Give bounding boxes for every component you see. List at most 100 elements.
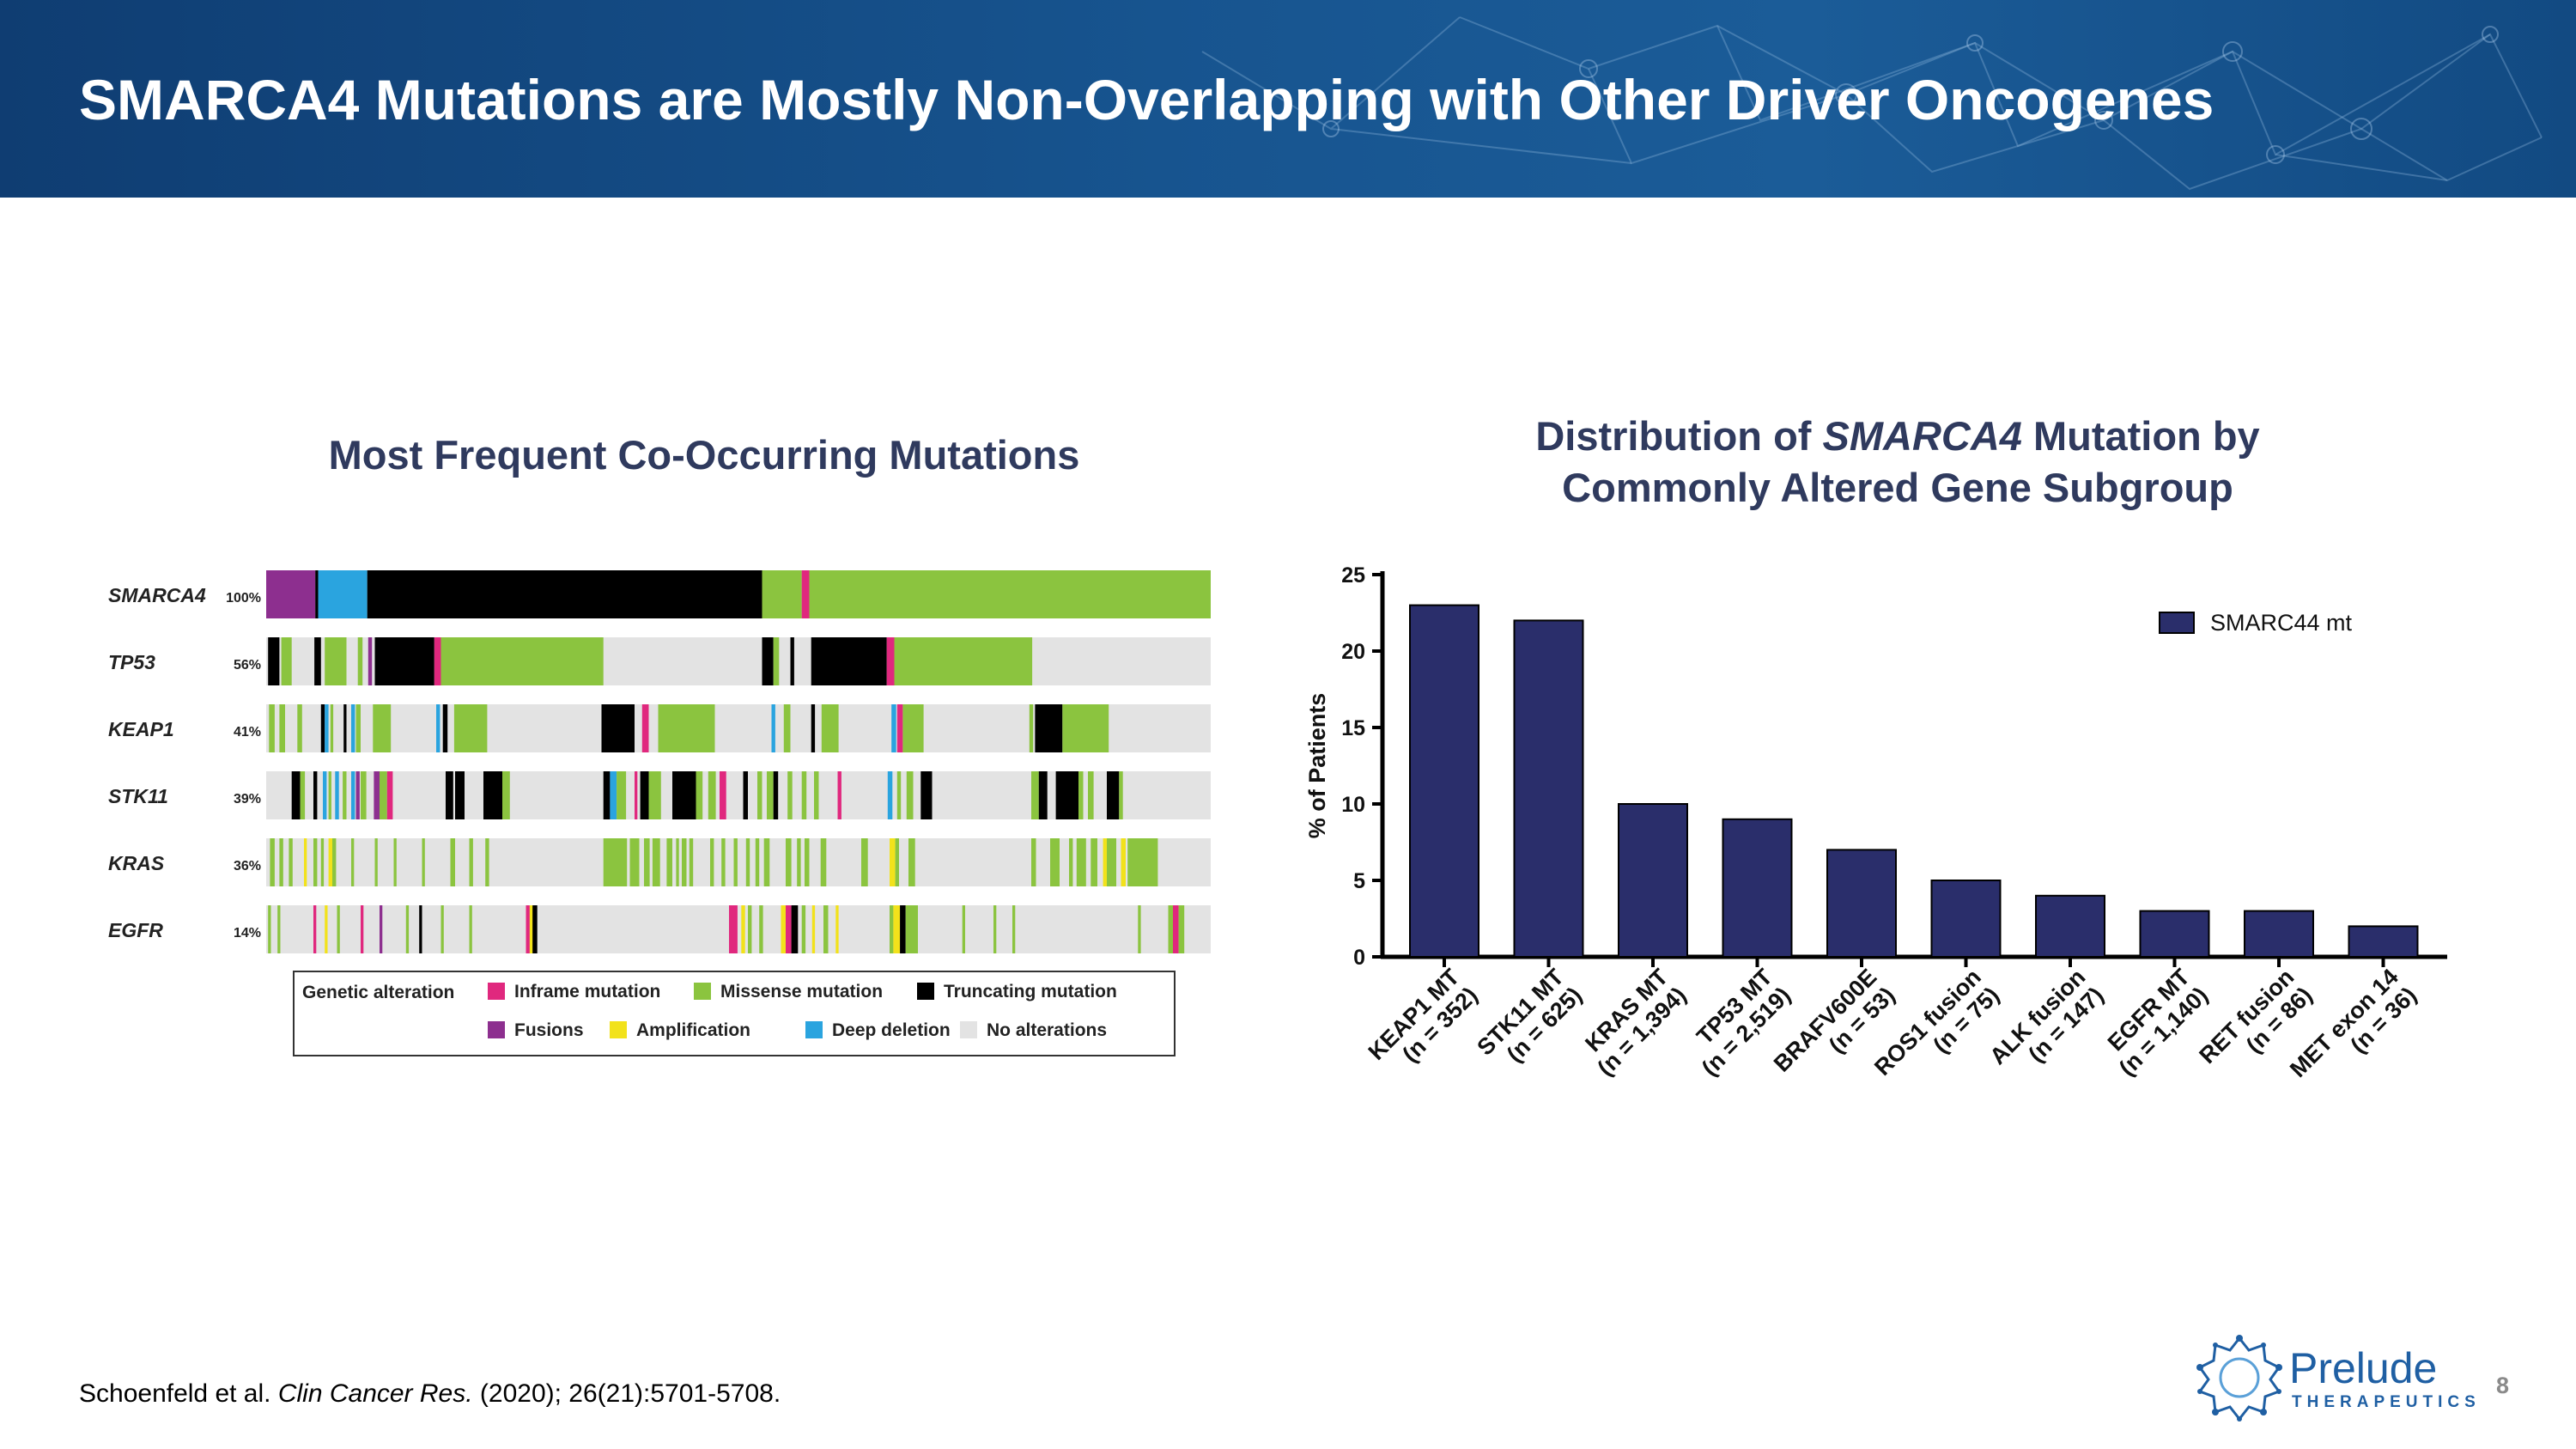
logo-subtitle: THERAPEUTICS bbox=[2292, 1393, 2481, 1411]
oncoprint-segment-missense bbox=[682, 838, 687, 886]
oncoprint-segment-missense bbox=[289, 838, 293, 886]
oncoprint-segment-amplification bbox=[1103, 838, 1107, 886]
legend-swatch-amplification bbox=[610, 1021, 627, 1038]
oncoprint-segment-inframe bbox=[729, 905, 738, 953]
oncoprint-segment-truncating bbox=[315, 570, 319, 618]
oncoprint-segment-missense bbox=[277, 905, 281, 953]
oncoprint-segment-missense bbox=[1138, 905, 1141, 953]
oncoprint-segment-missense bbox=[617, 771, 627, 819]
oncoprint-segment-missense bbox=[797, 838, 801, 886]
legend-label-fusion: Fusions bbox=[514, 1020, 584, 1040]
oncoprint-segment-missense bbox=[1091, 838, 1097, 886]
oncoprint-segment-missense bbox=[351, 838, 355, 886]
oncoprint-segment-truncating bbox=[811, 704, 816, 752]
bar-chart-y-tick-label: 20 bbox=[1341, 640, 1365, 664]
oncoprint-segment-deep_deletion bbox=[351, 771, 355, 819]
oncoprint-segment-missense bbox=[801, 905, 806, 953]
oncoprint-segment-missense bbox=[993, 905, 997, 953]
bar-ret-fusion bbox=[2244, 910, 2314, 958]
legend-swatch-missense bbox=[694, 983, 711, 1000]
oncoprint-segment-missense bbox=[1050, 838, 1060, 886]
oncoprint-segment-missense bbox=[1168, 905, 1173, 953]
oncoprint-segment-missense bbox=[905, 905, 918, 953]
oncoprint-gene-label: KEAP1 bbox=[108, 718, 174, 740]
header-banner: SMARCA4 Mutations are Mostly Non-Overlap… bbox=[0, 0, 2576, 198]
oncoprint-segment-missense bbox=[708, 771, 716, 819]
bar-chart-y-tick-label: 10 bbox=[1341, 793, 1365, 817]
oncoprint-segment-missense bbox=[755, 838, 760, 886]
bar-chart-y-tick-label: 5 bbox=[1353, 869, 1365, 893]
oncoprint-segment-missense bbox=[355, 704, 361, 752]
oncoprint-gene-percent: 100% bbox=[226, 591, 261, 606]
oncoprint-segment-missense bbox=[279, 704, 285, 752]
oncoprint-segment-truncating bbox=[446, 771, 453, 819]
citation-authors: Schoenfeld et al. bbox=[79, 1379, 278, 1408]
oncoprint-segment-missense bbox=[814, 771, 819, 819]
legend-swatch-inframe bbox=[488, 983, 505, 1000]
oncoprint-segment-inframe bbox=[635, 771, 638, 819]
oncoprint-segment-missense bbox=[962, 905, 965, 953]
oncoprint-segment-deep_deletion bbox=[325, 704, 329, 752]
bar-chart-title: Distribution of SMARCA4 Mutation by Comm… bbox=[1408, 411, 2387, 514]
oncoprint-segment-truncating bbox=[291, 771, 301, 819]
oncoprint-segment-truncating bbox=[532, 905, 538, 953]
oncoprint-segment-truncating bbox=[314, 637, 321, 685]
oncoprint-segment-fusion bbox=[380, 905, 383, 953]
oncoprint-segment-missense bbox=[1031, 771, 1039, 819]
oncoprint-track-background bbox=[266, 771, 1211, 819]
oncoprint-segment-truncating bbox=[601, 704, 635, 752]
oncoprint-segment-missense bbox=[502, 771, 510, 819]
bar-chart-x-tick-label-group: MET exon 14(n = 36) bbox=[2285, 964, 2421, 1082]
oncoprint-segment-truncating bbox=[743, 771, 748, 819]
oncoprint-segment-missense bbox=[325, 637, 347, 685]
oncoprint-segment-missense bbox=[821, 704, 839, 752]
oncoprint-segment-missense bbox=[894, 637, 1033, 685]
oncoprint-segment-amplification bbox=[328, 838, 332, 886]
oncoprint-segment-missense bbox=[603, 838, 628, 886]
bar-met-exon-14 bbox=[2348, 925, 2419, 959]
oncoprint-segment-missense bbox=[895, 838, 899, 886]
oncoprint-segment-missense bbox=[733, 838, 738, 886]
legend-label-missense: Missense mutation bbox=[720, 982, 883, 1002]
oncoprint-segment-missense bbox=[696, 771, 703, 819]
oncoprint-segment-missense bbox=[786, 838, 792, 886]
oncoprint-segment-missense bbox=[652, 838, 660, 886]
oncoprint-segment-truncating bbox=[442, 704, 448, 752]
bar-chart-title-line2: Commonly Altered Gene Subgroup bbox=[1562, 465, 2233, 510]
bar-chart-x-tick-label-group: KEAP1 MT(n = 352) bbox=[1364, 964, 1483, 1068]
oncoprint-segment-missense bbox=[270, 838, 275, 886]
legend-label-deep_deletion: Deep deletion bbox=[832, 1020, 951, 1040]
oncoprint-segment-deep_deletion bbox=[323, 771, 327, 819]
oncoprint-title: Most Frequent Co-Occurring Mutations bbox=[328, 432, 1080, 478]
bar-chart-y-tick-label: 0 bbox=[1353, 946, 1365, 970]
oncoprint-segment-missense bbox=[422, 838, 425, 886]
oncoprint-gene-percent: 41% bbox=[234, 725, 261, 740]
bar-chart-title-pre: Distribution of bbox=[1535, 413, 1823, 459]
oncoprint-segment-truncating bbox=[603, 771, 611, 819]
oncoprint-segment-deep_deletion bbox=[610, 771, 617, 819]
oncoprint-segment-truncating bbox=[640, 771, 649, 819]
oncoprint-segment-missense bbox=[1012, 905, 1016, 953]
bar-chart-x-tick-label-group: EGFR MT(n = 1,140) bbox=[2103, 964, 2213, 1081]
network-background-graphic bbox=[1201, 16, 2543, 191]
company-logo: Prelude THERAPEUTICS bbox=[2195, 1331, 2476, 1426]
oncoprint-segment-truncating bbox=[900, 905, 906, 953]
oncoprint-segment-missense bbox=[773, 637, 780, 685]
citation-journal: Clin Cancer Res. bbox=[277, 1379, 473, 1408]
oncoprint-segment-missense bbox=[1088, 771, 1094, 819]
legend-label-amplification: Amplification bbox=[636, 1020, 750, 1040]
oncoprint-segment-missense bbox=[1145, 838, 1158, 886]
oncoprint-segment-amplification bbox=[781, 905, 786, 953]
oncoprint-segment-amplification bbox=[741, 905, 745, 953]
oncoprint-segment-amplification bbox=[529, 905, 534, 953]
oncoprint-segment-truncating bbox=[483, 771, 502, 819]
oncoprint-segment-truncating bbox=[419, 905, 422, 953]
oncoprint-segment-amplification bbox=[811, 905, 816, 953]
oncoprint-segment-truncating bbox=[762, 637, 774, 685]
oncoprint-segment-missense bbox=[281, 637, 292, 685]
oncoprint-segment-missense bbox=[644, 838, 650, 886]
bar-chart-x-tick-label-group: ROS1 fusion(n = 75) bbox=[1869, 964, 2004, 1081]
oncoprint-segment-missense bbox=[450, 838, 455, 886]
legend-label-truncating: Truncating mutation bbox=[944, 982, 1117, 1002]
bar-chart-legend-swatch bbox=[2159, 612, 2195, 634]
